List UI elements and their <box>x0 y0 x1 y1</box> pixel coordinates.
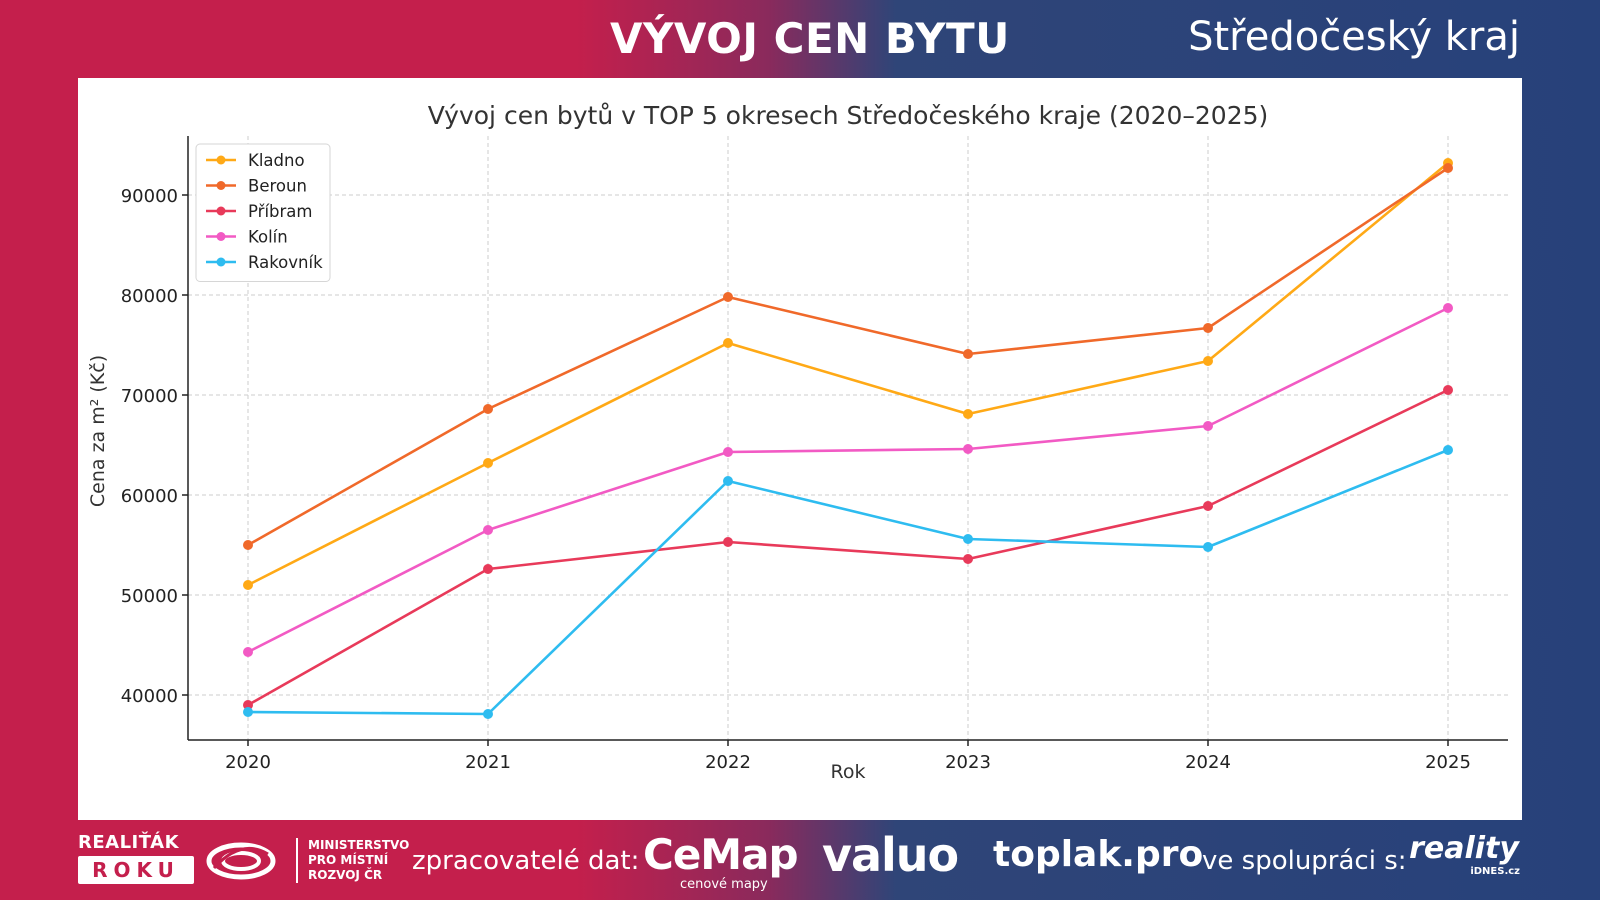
cemap-logo-subtitle: cenové mapy <box>680 877 768 892</box>
data-point-pribram <box>723 537 733 547</box>
data-point-beroun <box>963 349 973 359</box>
y-tick-label: 40000 <box>121 686 178 707</box>
legend: Kladno Beroun Příbram Kolín Rakovník <box>195 143 331 282</box>
valuo-logo: valuo <box>822 828 959 882</box>
chart-panel: Vývoj cen bytů v TOP 5 okresech Středoče… <box>78 78 1522 820</box>
legend-label-kolin: Kolín <box>248 228 288 247</box>
data-point-kladno <box>483 458 493 468</box>
data-point-kladno <box>1203 356 1213 366</box>
legend-label-rakovnik: Rakovník <box>248 253 323 272</box>
reality-logo-subtitle: iDNES.cz <box>1470 866 1520 877</box>
ministry-line-2: PRO MÍSTNÍ <box>308 853 389 867</box>
data-point-beroun <box>243 540 253 550</box>
realitak-logo-text: REALIŤÁK <box>78 832 180 853</box>
realitak-logo-box: ROKU <box>78 856 194 884</box>
line-chart: Vývoj cen bytů v TOP 5 okresech Středoče… <box>87 101 1508 783</box>
legend-label-kladno: Kladno <box>248 151 305 170</box>
series-line-kolin <box>247 306 1449 654</box>
axes-layer: 40000 50000 60000 70000 80000 90000 2020 2021 20… <box>121 136 1508 773</box>
y-axis-label: Cena za m² (Kč) <box>87 355 109 507</box>
x-axis-label: Rok <box>831 761 866 783</box>
data-point-rakovnik <box>1443 445 1453 455</box>
series-layer <box>243 158 1453 719</box>
ministry-line-3: ROZVOJ ČR <box>308 868 383 882</box>
data-point-kolin <box>483 525 493 535</box>
header-title: VÝVOJ CEN BYTU <box>610 14 1010 63</box>
data-point-kladno <box>723 338 733 348</box>
data-point-rakovnik <box>963 534 973 544</box>
series-line-rakovnik <box>247 448 1449 716</box>
x-tick-label: 2022 <box>705 752 751 773</box>
data-point-beroun <box>483 404 493 414</box>
data-point-beroun <box>723 292 733 302</box>
data-point-kolin <box>243 647 253 657</box>
data-point-pribram <box>483 564 493 574</box>
data-point-pribram <box>1203 501 1213 511</box>
y-tick-label: 50000 <box>121 586 178 607</box>
y-tick-label: 70000 <box>121 386 178 407</box>
chart-title: Vývoj cen bytů v TOP 5 okresech Středoče… <box>428 101 1269 130</box>
data-point-pribram <box>1443 385 1453 395</box>
legend-box <box>195 143 331 282</box>
x-tick-label: 2021 <box>465 752 511 773</box>
data-point-kolin <box>723 447 733 457</box>
cemap-logo: CeMap <box>643 830 799 879</box>
data-point-kladno <box>243 580 253 590</box>
legend-label-pribram: Příbram <box>248 202 312 221</box>
legend-marker-kolin <box>216 232 226 241</box>
series-line-kladno <box>247 161 1449 587</box>
reality-idnes-logo: reality iDNES.cz <box>1408 831 1520 878</box>
series-line-pribram <box>247 388 1449 707</box>
x-tick-label: 2025 <box>1425 752 1471 773</box>
data-point-kolin <box>963 444 973 454</box>
ministry-logo-text: MINISTERSTVO PRO MÍSTNÍ ROZVOJ ČR <box>296 838 428 883</box>
data-point-beroun <box>1443 163 1453 173</box>
grid-layer <box>188 136 1508 740</box>
x-tick-label: 2024 <box>1185 752 1231 773</box>
header-region: Středočeský kraj <box>1188 14 1520 60</box>
data-point-kolin <box>1203 421 1213 431</box>
ministry-logo-icon <box>206 842 276 880</box>
series-line-beroun <box>247 166 1449 547</box>
footer: REALIŤÁK ROKU MINISTERSTVO PRO MÍSTNÍ RO… <box>0 822 1600 900</box>
ministry-line-1: MINISTERSTVO <box>308 838 410 852</box>
data-point-kolin <box>1443 303 1453 313</box>
legend-marker-pribram <box>216 206 226 216</box>
data-point-rakovnik <box>243 707 253 717</box>
y-tick-label: 60000 <box>121 486 178 507</box>
y-tick-label: 80000 <box>121 286 178 307</box>
realitak-roku-logo: REALIŤÁK ROKU <box>78 832 194 884</box>
legend-label-beroun: Beroun <box>248 177 307 196</box>
y-tick-label: 90000 <box>121 186 178 207</box>
data-point-pribram <box>243 700 253 710</box>
processors-label: zpracovatelé dat: <box>412 846 640 876</box>
reality-logo-text: reality <box>1409 831 1519 866</box>
data-point-kladno <box>963 409 973 419</box>
data-point-rakovnik <box>723 476 733 486</box>
data-point-beroun <box>1203 323 1213 333</box>
legend-marker-beroun <box>216 181 226 190</box>
data-point-rakovnik <box>483 709 493 719</box>
cooperation-label: ve spolupráci s: <box>1202 846 1407 876</box>
x-tick-label: 2020 <box>225 752 271 773</box>
x-tick-label: 2023 <box>945 752 991 773</box>
data-point-rakovnik <box>1203 542 1213 552</box>
data-point-pribram <box>963 554 973 564</box>
legend-marker-rakovnik <box>216 257 226 267</box>
toplak-logo: toplak.pro <box>993 834 1204 875</box>
legend-marker-kladno <box>216 155 226 165</box>
